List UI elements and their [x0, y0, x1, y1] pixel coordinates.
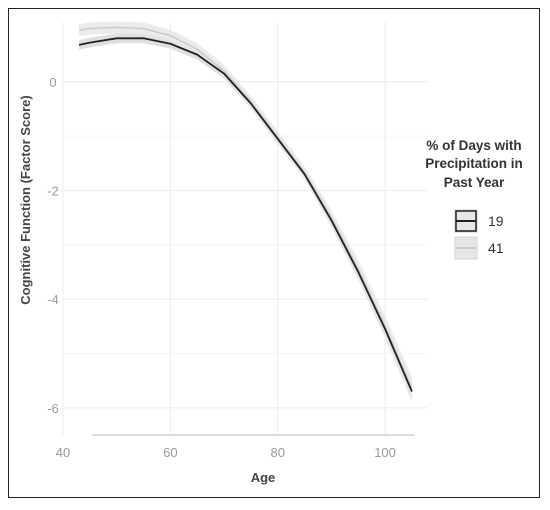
x-tick-label-3: 100: [374, 445, 396, 460]
y-axis-title: Cognitive Function (Factor Score): [18, 95, 33, 304]
y-tick-label-3: -6: [47, 401, 59, 416]
legend-entry-41: 41: [454, 236, 504, 260]
confidence-bands: [79, 21, 412, 402]
x-tick-label-2: 80: [270, 445, 284, 460]
legend-title-line-3: Past Year: [444, 175, 505, 190]
x-tick-labels: 40 60 80 100: [56, 445, 396, 460]
x-axis-title: Age: [251, 470, 276, 485]
y-tick-labels: 0 -2 -4 -6: [47, 75, 59, 416]
legend-title-line-1: % of Days with: [426, 138, 521, 153]
line-series-19: [78, 37, 413, 392]
legend-label-41: 41: [488, 240, 504, 256]
y-tick-label-2: -4: [47, 292, 59, 307]
grid: [62, 22, 428, 435]
series-lines: [78, 26, 413, 392]
legend: % of Days with Precipitation in Past Yea…: [425, 138, 523, 260]
line-series-41: [78, 26, 413, 390]
band-series-41: [79, 21, 412, 401]
legend-entry-19: 19: [454, 209, 504, 233]
figure-frame: [8, 8, 540, 498]
legend-title-line-2: Precipitation in: [425, 156, 523, 171]
y-tick-label-1: -2: [47, 183, 59, 198]
x-tick-label-0: 40: [56, 445, 70, 460]
band-series-19: [79, 33, 412, 402]
legend-label-19: 19: [488, 213, 504, 229]
legend-key-outline-19: [455, 210, 477, 232]
y-tick-label-0: 0: [49, 75, 56, 90]
x-tick-label-1: 60: [163, 445, 177, 460]
